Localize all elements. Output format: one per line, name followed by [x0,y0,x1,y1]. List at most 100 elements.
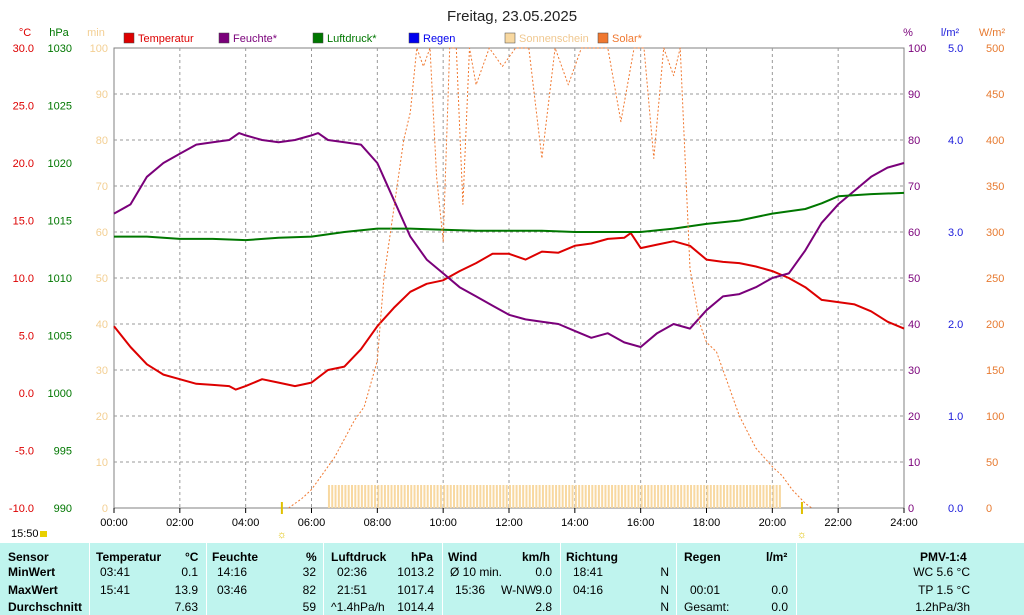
y-tick-pct: 90 [908,89,920,101]
sunshine-bar [555,485,558,508]
y-tick-rain: 2.0 [948,319,963,331]
sunshine-bar [462,485,465,508]
y-tick-pct: 0 [908,503,914,515]
avg-druck-val: 1014.4 [397,600,434,614]
sunshine-bar [683,485,686,508]
sunshine-bar [439,485,442,508]
min-feuchte-time: 14:16 [217,565,248,579]
sunshine-bar [443,485,446,508]
sunshine-bar [327,485,330,508]
y-tick-solar: 150 [986,365,1004,377]
sunshine-bar [630,485,633,508]
y-tick-rain: 5.0 [948,43,963,55]
x-tick-label: 12:00 [495,517,523,529]
y-tick-rain: 0.0 [948,503,963,515]
axis-unit-pct: % [903,27,913,39]
legend-label: Feuchte* [233,33,278,45]
sunshine-bar [383,485,386,508]
sunshine-bar [564,485,567,508]
sunshine-bar [709,485,712,508]
sunshine-bar [347,485,350,508]
sunshine-bar [364,485,367,508]
sunshine-bar [420,485,423,508]
max-temp-time: 15:41 [100,583,131,597]
sunshine-bar [334,485,337,508]
row-label-min: MinWert [8,565,56,579]
sunshine-bar [778,485,781,508]
header-richtung: Richtung [566,550,618,564]
sunshine-bar [344,485,347,508]
y-tick-solar: 250 [986,273,1004,285]
y-tick-solar: 350 [986,181,1004,193]
sunshine-bar [476,485,479,508]
sunshine-bar [624,485,627,508]
sunshine-bar [367,485,370,508]
max-wind-val: 9.0 [535,583,552,597]
y-tick-solar: 0 [986,503,992,515]
sunshine-bar [706,485,709,508]
sunshine-bar [736,485,739,508]
sunshine-bar [479,485,482,508]
x-tick-label: 06:00 [298,517,326,529]
avg-richt-val: N [660,600,669,614]
sunshine-bar [647,485,650,508]
sunshine-bar [354,485,357,508]
y-tick-solar: 450 [986,89,1004,101]
sunshine-bar [548,485,551,508]
min-richt-val: N [660,565,669,579]
header-temp: Temperatur [96,550,162,564]
sunshine-bar [578,485,581,508]
sun-icon: ☼ [277,529,287,541]
sunshine-bar [561,485,564,508]
sunshine-bar [686,485,689,508]
sunshine-bar [746,485,748,508]
sunshine-bar [601,485,604,508]
pmv-wc: WC 5.6 °C [913,565,970,579]
sunshine-bar [716,485,719,508]
x-tick-label: 18:00 [693,517,721,529]
sunshine-bar [377,485,380,508]
sunshine-bar [634,485,637,508]
sunshine-bar [518,485,521,508]
sunshine-bar [469,485,472,508]
row-label-max: MaxWert [8,583,58,597]
y-tick-min: 80 [96,135,108,147]
sunshine-bar [571,485,574,508]
sunshine-bar [387,485,390,508]
y-tick-rain: 3.0 [948,227,963,239]
y-tick-min: 100 [90,43,108,55]
sunshine-bar [505,485,508,508]
max-druck-time: 21:51 [337,583,368,597]
min-temp-time: 03:41 [100,565,131,579]
header-druck: Luftdruck [331,550,387,564]
max-feuchte-time: 03:46 [217,583,248,597]
sunshine-bar [522,485,525,508]
y-tick-solar: 50 [986,457,998,469]
y-tick-pct: 60 [908,227,920,239]
legend-swatch [597,32,609,44]
sunshine-bar [775,485,778,508]
legend-label: Sonnenschein [519,33,589,45]
sunshine-bar [495,485,498,508]
y-tick-temp: 30.0 [13,43,34,55]
axis-unit-temp: °C [19,27,31,39]
legend-swatch [408,32,420,44]
avg-temp-val: 7.63 [174,600,198,614]
sunshine-bar [456,485,459,508]
y-tick-min: 60 [96,227,108,239]
max-regen-time: 00:01 [690,583,721,597]
max-temp-val: 13.9 [174,583,198,597]
table-divider [89,543,90,615]
header-pmv: PMV-1:4 [920,550,967,564]
sunshine-bar [611,485,614,508]
pmv-tp: TP 1.5 °C [918,583,970,597]
y-tick-hpa: 1010 [48,273,72,285]
axis-unit-solar: W/m² [979,27,1006,39]
max-richt-val: N [660,583,669,597]
sunshine-bar [749,485,752,508]
y-tick-temp: -10.0 [9,503,34,515]
sunshine-bar [627,485,630,508]
x-tick-label: 00:00 [100,517,128,529]
axis-unit-hpa: hPa [49,27,69,39]
min-feuchte-val: 32 [302,565,316,579]
